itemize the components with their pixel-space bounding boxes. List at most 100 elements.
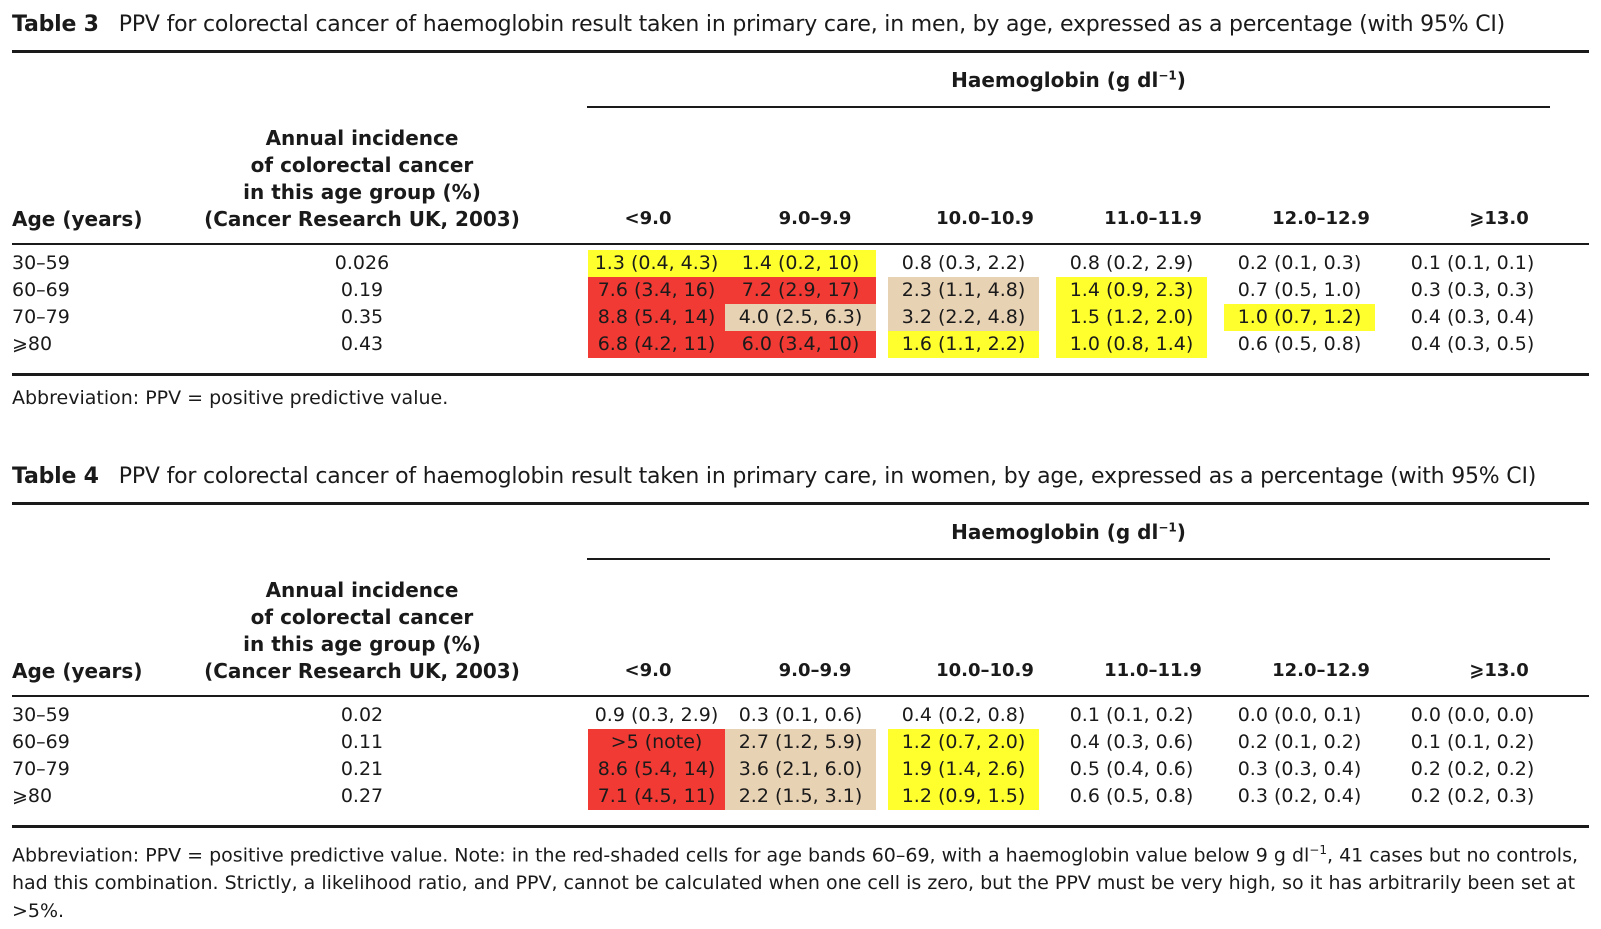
ppv-cell: 0.9 (0.3, 2.9) [594,704,719,726]
ppv-cell: 8.6 (5.4, 14) [588,756,725,783]
abbreviation-note: Abbreviation: PPV = positive predictive … [12,843,1579,923]
table-caption: Table 4 PPV for colorectal cancer of haem… [12,464,1536,489]
column-group-header: Haemoglobin (g dl−1) [951,68,1186,92]
ppv-cell: 1.0 (0.8, 1.4) [1056,331,1207,358]
incidence-cell: 0.026 [334,252,390,274]
table-title: PPV for colorectal cancer of haemoglobin… [118,464,1537,489]
table-label: Table 4 [12,464,99,489]
ppv-cell: 0.3 (0.3, 0.3) [1410,279,1535,301]
ppv-cell: 0.4 (0.2, 0.8) [901,704,1026,726]
incidence-column-header: Annual incidence of colorectal cancer in… [204,126,520,231]
ppv-cell: 0.2 (0.2, 0.2) [1410,758,1535,780]
age-cell: 70–79 [12,306,70,328]
incidence-column-header: Annual incidence of colorectal cancer in… [204,578,520,683]
ppv-cell: 0.7 (0.5, 1.0) [1237,279,1362,301]
age-cell: 30–59 [12,704,70,726]
age-cell: 60–69 [12,731,70,753]
header-rule [12,695,1589,697]
ppv-cell: 0.2 (0.2, 0.3) [1410,785,1535,807]
ppv-cell: 0.2 (0.1, 0.3) [1237,252,1362,274]
abbreviation-note: Abbreviation: PPV = positive predictive … [12,387,449,409]
group-rule [587,106,1550,108]
column-header: 10.0–10.9 [936,208,1034,229]
ppv-cell: >5 (note) [588,729,725,756]
age-cell: 60–69 [12,279,70,301]
ppv-cell: 2.2 (1.5, 3.1) [725,783,876,810]
ppv-cell: 1.4 (0.2, 10) [725,250,876,277]
age-cell: 30–59 [12,252,70,274]
incidence-cell: 0.19 [340,279,384,301]
table-title: PPV for colorectal cancer of haemoglobin… [118,12,1506,37]
ppv-cell: 0.4 (0.3, 0.4) [1410,306,1535,328]
top-rule [12,502,1589,505]
ppv-cell: 4.0 (2.5, 6.3) [725,304,876,331]
ppv-cell: 0.3 (0.2, 0.4) [1237,785,1362,807]
ppv-cell: 7.6 (3.4, 16) [588,277,725,304]
ppv-cell: 8.8 (5.4, 14) [588,304,725,331]
ppv-cell: 0.1 (0.1, 0.2) [1410,731,1535,753]
ppv-cell: 0.4 (0.3, 0.6) [1069,731,1194,753]
bottom-rule [12,373,1589,376]
ppv-cell: 6.0 (3.4, 10) [725,331,876,358]
table-4: Table 4 PPV for colorectal cancer of haem… [12,462,1589,922]
ppv-cell: 0.5 (0.4, 0.6) [1069,758,1194,780]
ppv-cell: 1.0 (0.7, 1.2) [1224,304,1375,331]
ppv-cell: 1.2 (0.7, 2.0) [888,729,1039,756]
table-label: Table 3 [12,12,99,37]
incidence-cell: 0.21 [340,758,384,780]
ppv-cell: 0.1 (0.1, 0.1) [1410,252,1535,274]
column-header: <9.0 [624,208,672,229]
ppv-cell: 1.3 (0.4, 4.3) [588,250,725,277]
column-header: ⩾13.0 [1469,660,1529,681]
incidence-cell: 0.35 [340,306,384,328]
ppv-cell: 2.3 (1.1, 4.8) [888,277,1039,304]
age-cell: ⩾80 [12,333,53,355]
ppv-cell: 1.9 (1.4, 2.6) [888,756,1039,783]
ppv-cell: 1.6 (1.1, 2.2) [888,331,1039,358]
age-column-header: Age (years) [12,659,143,683]
ppv-cell: 0.2 (0.1, 0.2) [1237,731,1362,753]
ppv-cell: 0.8 (0.3, 2.2) [901,252,1026,274]
ppv-cell: 1.2 (0.9, 1.5) [888,783,1039,810]
column-header: <9.0 [624,660,672,681]
column-header: 9.0–9.9 [778,208,852,229]
ppv-cell: 0.4 (0.3, 0.5) [1410,333,1535,355]
ppv-cell: 0.1 (0.1, 0.2) [1069,704,1194,726]
ppv-cell: 0.3 (0.1, 0.6) [738,704,863,726]
group-rule [587,558,1550,560]
ppv-cell: 0.0 (0.0, 0.0) [1410,704,1535,726]
table-caption: Table 3 PPV for colorectal cancer of haem… [12,12,1505,37]
column-header: 10.0–10.9 [936,660,1034,681]
column-header: ⩾13.0 [1469,208,1529,229]
ppv-cell: 3.6 (2.1, 6.0) [725,756,876,783]
incidence-cell: 0.11 [340,731,384,753]
ppv-cell: 2.7 (1.2, 5.9) [725,729,876,756]
table-3: Table 3 PPV for colorectal cancer of haem… [12,10,1589,420]
ppv-cell: 7.1 (4.5, 11) [588,783,725,810]
age-cell: 70–79 [12,758,70,780]
bottom-rule [12,825,1589,828]
column-group-header: Haemoglobin (g dl−1) [951,520,1186,544]
ppv-cell: 6.8 (4.2, 11) [588,331,725,358]
ppv-cell: 7.2 (2.9, 17) [725,277,876,304]
ppv-cell: 0.3 (0.3, 0.4) [1237,758,1362,780]
column-header: 12.0–12.9 [1272,660,1370,681]
ppv-cell: 0.8 (0.2, 2.9) [1069,252,1194,274]
column-header: 11.0–11.9 [1104,660,1202,681]
incidence-cell: 0.27 [340,785,384,807]
age-column-header: Age (years) [12,207,143,231]
ppv-cell: 0.6 (0.5, 0.8) [1069,785,1194,807]
age-cell: ⩾80 [12,785,53,807]
ppv-cell: 0.6 (0.5, 0.8) [1237,333,1362,355]
column-header: 12.0–12.9 [1272,208,1370,229]
column-header: 9.0–9.9 [778,660,852,681]
ppv-cell: 3.2 (2.2, 4.8) [888,304,1039,331]
ppv-cell: 0.0 (0.0, 0.1) [1237,704,1362,726]
incidence-cell: 0.43 [340,333,384,355]
ppv-cell: 1.4 (0.9, 2.3) [1056,277,1207,304]
column-header: 11.0–11.9 [1104,208,1202,229]
incidence-cell: 0.02 [340,704,384,726]
top-rule [12,50,1589,53]
ppv-cell: 1.5 (1.2, 2.0) [1056,304,1207,331]
header-rule [12,243,1589,245]
